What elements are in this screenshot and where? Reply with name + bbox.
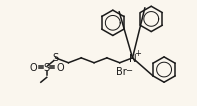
Text: O: O <box>57 63 64 73</box>
Text: +: + <box>135 50 141 59</box>
Text: O: O <box>29 63 37 73</box>
Text: N: N <box>129 54 136 64</box>
Text: S: S <box>44 63 50 73</box>
Text: Br: Br <box>116 68 127 77</box>
Text: −: − <box>125 66 132 75</box>
Text: S: S <box>53 53 59 63</box>
